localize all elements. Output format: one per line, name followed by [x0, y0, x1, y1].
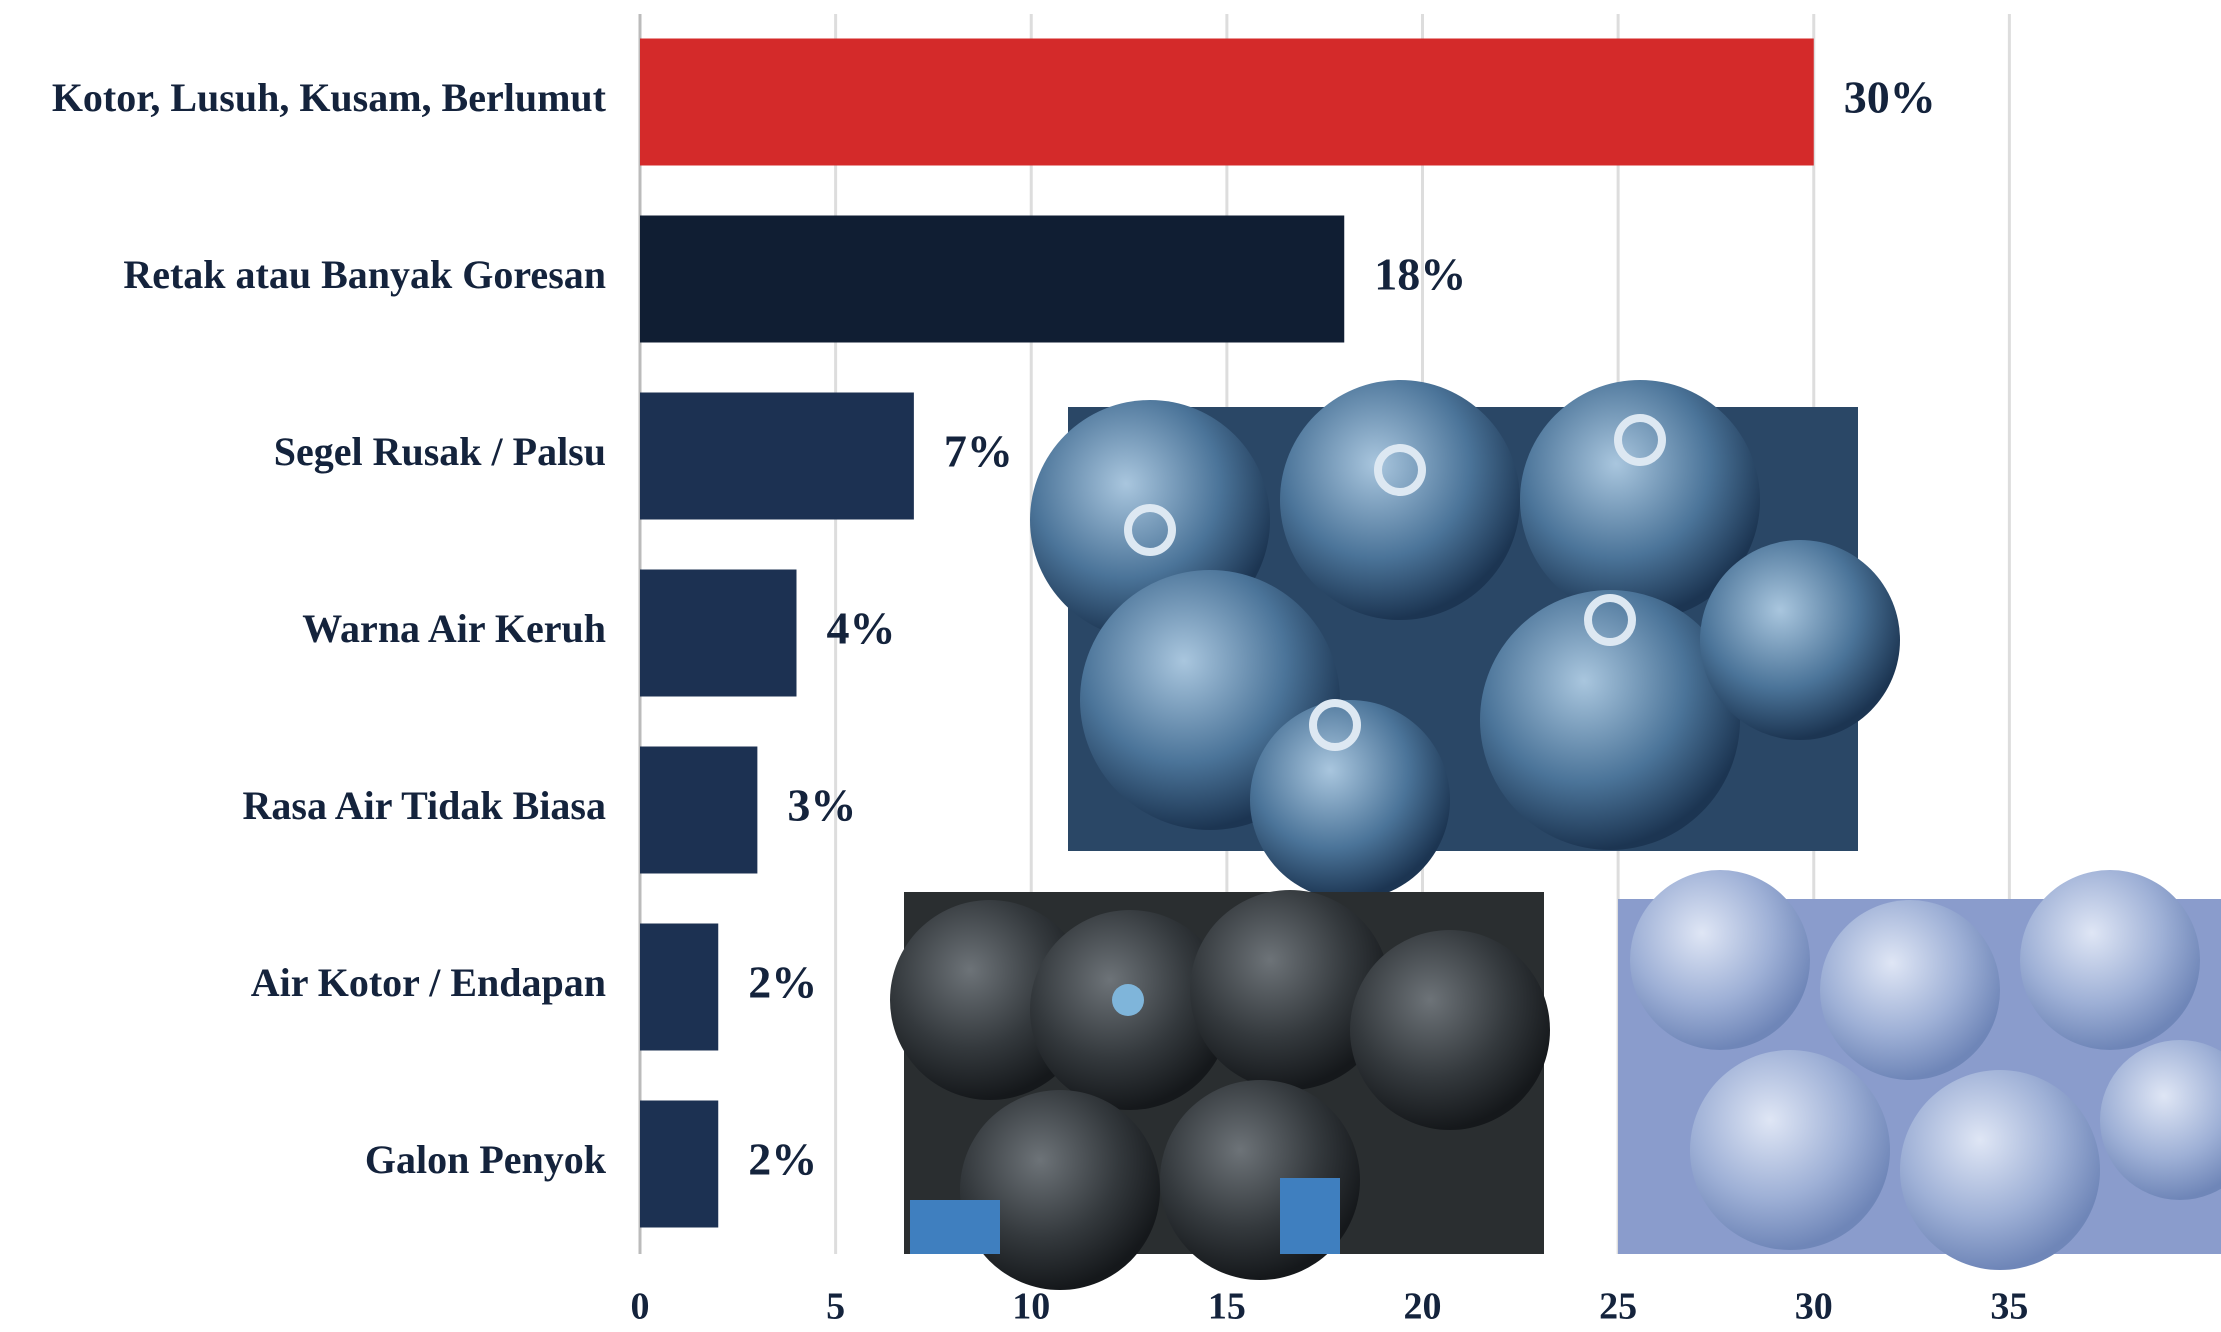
value-label: 2%: [748, 957, 817, 1008]
x-tick-label: 30: [1795, 1286, 1833, 1328]
bar: [640, 923, 719, 1051]
value-label: 2%: [748, 1134, 817, 1185]
bar: [640, 1100, 719, 1228]
value-label: 7%: [944, 426, 1013, 477]
value-label: 4%: [827, 603, 896, 654]
photo-light-bottles: [1618, 870, 2221, 1270]
x-tick-label: 20: [1404, 1286, 1442, 1328]
category-label: Retak atau Banyak Goresan: [123, 252, 606, 297]
value-label: 30%: [1844, 72, 1936, 123]
x-tick-label: 0: [631, 1286, 650, 1328]
bar: [640, 569, 797, 697]
photo-blue-bottles: [1030, 380, 1900, 900]
bar: [640, 392, 914, 520]
x-tick-label: 35: [1990, 1286, 2028, 1328]
bar: [640, 746, 758, 874]
x-tick-label: 5: [826, 1286, 845, 1328]
category-label: Segel Rusak / Palsu: [274, 429, 606, 474]
x-tick-label: 10: [1012, 1286, 1050, 1328]
value-label: 18%: [1374, 249, 1466, 300]
value-label: 3%: [787, 780, 856, 831]
category-label: Air Kotor / Endapan: [251, 960, 606, 1005]
category-label: Rasa Air Tidak Biasa: [243, 783, 606, 828]
category-label: Galon Penyok: [365, 1137, 607, 1182]
category-label: Warna Air Keruh: [302, 606, 606, 651]
photo-dark-bottles: [890, 890, 1550, 1290]
bar: [640, 215, 1345, 343]
x-tick-label: 25: [1599, 1286, 1637, 1328]
x-tick-label: 15: [1208, 1286, 1246, 1328]
bar: [640, 38, 1814, 166]
category-label: Kotor, Lusuh, Kusam, Berlumut: [52, 75, 607, 120]
